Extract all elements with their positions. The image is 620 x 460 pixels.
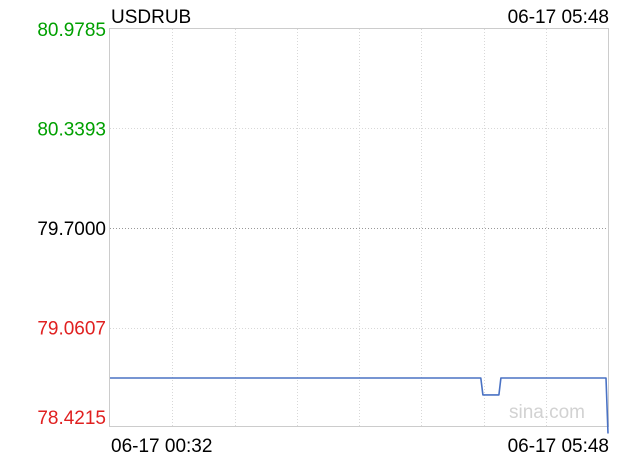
y-tick-label-3: 79.0607	[37, 319, 106, 340]
y-tick-label-0: 80.9785	[37, 20, 106, 41]
price-line	[110, 377, 609, 434]
y-tick-label-4: 78.4215	[37, 408, 106, 429]
chart-title: USDRUB	[111, 7, 191, 28]
price-series	[110, 377, 609, 434]
y-tick-label-2: 79.7000	[37, 219, 106, 240]
x-label-start: 06-17 00:32	[111, 436, 212, 457]
plot-frame	[109, 28, 609, 427]
x-label-end: 06-17 05:48	[508, 436, 609, 457]
chart-timestamp: 06-17 05:48	[508, 7, 609, 28]
y-tick-label-1: 80.3393	[37, 119, 106, 140]
chart-grid	[110, 29, 608, 427]
y-axis-labels: 80.9785 80.3393 79.7000 79.0607 78.4215	[37, 20, 106, 429]
watermark: sina.com	[509, 402, 585, 423]
